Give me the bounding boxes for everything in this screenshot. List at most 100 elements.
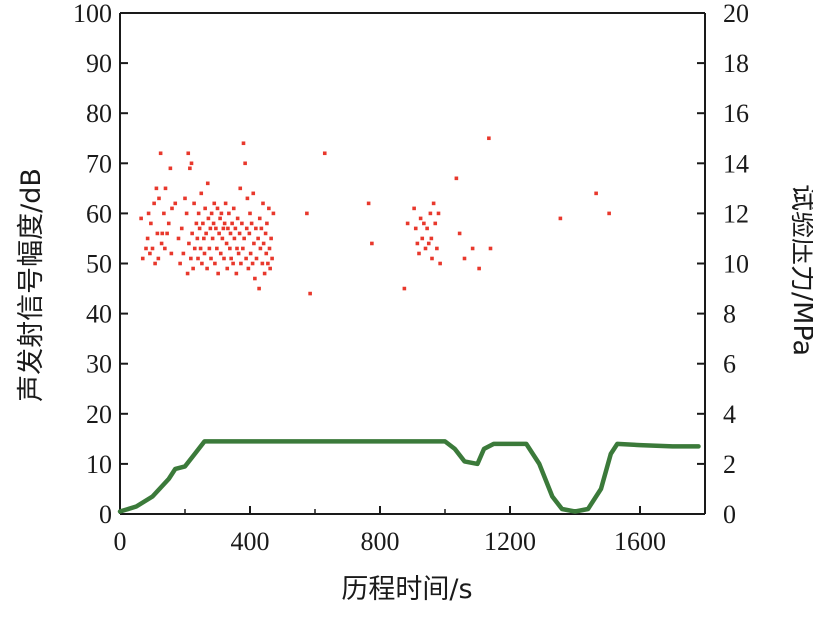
scatter-point bbox=[431, 201, 436, 206]
scatter-point bbox=[435, 246, 439, 251]
scatter-point bbox=[457, 231, 462, 236]
scatter-point bbox=[268, 266, 272, 271]
y-left-tick-label: 70 bbox=[86, 149, 112, 178]
scatter-point bbox=[264, 251, 269, 256]
scatter-point bbox=[155, 231, 160, 236]
y-right-tick-label: 12 bbox=[723, 199, 749, 228]
scatter-point bbox=[162, 211, 166, 216]
y-left-tick-label: 20 bbox=[86, 400, 112, 429]
scatter-point bbox=[165, 231, 169, 236]
scatter-point bbox=[423, 246, 428, 251]
scatter-point bbox=[271, 211, 276, 216]
scatter-point bbox=[231, 206, 236, 211]
scatter-point bbox=[150, 246, 155, 251]
scatter-point bbox=[160, 231, 165, 236]
y-left-tick-label: 60 bbox=[86, 199, 112, 228]
scatter-point bbox=[200, 261, 204, 266]
y-left-tick-label: 40 bbox=[86, 300, 112, 329]
y-left-tick-label: 10 bbox=[86, 450, 112, 479]
scatter-point bbox=[269, 236, 273, 241]
y-axis-right-title: 试验压力/MPa bbox=[787, 184, 813, 356]
scatter-point bbox=[263, 231, 268, 236]
scatter-point bbox=[149, 221, 153, 226]
x-tick-label: 800 bbox=[361, 527, 400, 556]
scatter-point bbox=[244, 256, 248, 261]
scatter-point bbox=[260, 261, 265, 266]
scatter-point bbox=[429, 236, 434, 241]
y-right-tick-label: 4 bbox=[723, 400, 736, 429]
scatter-point bbox=[144, 246, 148, 251]
scatter-point bbox=[205, 181, 210, 186]
y-left-tick-label: 80 bbox=[86, 99, 112, 128]
scatter-point bbox=[257, 216, 262, 221]
scatter-point bbox=[438, 261, 442, 266]
scatter-point bbox=[231, 261, 235, 266]
y-right-tick-label: 14 bbox=[723, 149, 749, 178]
x-axis: 0 400 800 1200 1600 bbox=[114, 506, 666, 556]
scatter-point bbox=[216, 271, 220, 276]
scatter-point bbox=[219, 211, 224, 216]
scatter-point bbox=[176, 236, 181, 241]
y-left-tick-label: 100 bbox=[73, 0, 112, 28]
scatter-point bbox=[235, 216, 240, 221]
y-left-tick-label: 30 bbox=[86, 350, 112, 379]
scatter-point bbox=[256, 236, 260, 241]
scatter-point bbox=[196, 256, 200, 261]
scatter-point bbox=[210, 236, 215, 241]
y-right-tick-label: 20 bbox=[723, 0, 749, 28]
scatter-point bbox=[199, 191, 204, 196]
scatter-point bbox=[308, 291, 312, 296]
scatter-point bbox=[266, 261, 270, 266]
scatter-point bbox=[415, 241, 420, 246]
scatter-point bbox=[202, 236, 206, 241]
scatter-point bbox=[224, 241, 229, 246]
scatter-point bbox=[425, 226, 429, 231]
scatter-point bbox=[157, 196, 161, 201]
scatter-point bbox=[221, 226, 226, 231]
scatter-point bbox=[477, 266, 481, 271]
scatter-point bbox=[226, 226, 230, 231]
scatter-point bbox=[237, 231, 242, 236]
scatter-point bbox=[248, 251, 253, 256]
scatter-point bbox=[169, 251, 174, 256]
scatter-point bbox=[156, 256, 161, 261]
scatter-point bbox=[205, 266, 209, 271]
scatter-point bbox=[140, 256, 145, 261]
scatter-point bbox=[192, 201, 196, 206]
scatter-point bbox=[194, 221, 199, 226]
scatter-point bbox=[243, 161, 247, 166]
scatter-point bbox=[152, 201, 156, 206]
y-right-tick-label: 10 bbox=[723, 250, 749, 279]
scatter-point bbox=[158, 151, 163, 156]
scatter-point bbox=[173, 201, 178, 206]
scatter-point bbox=[259, 226, 264, 231]
y-left-tick-label: 50 bbox=[86, 250, 112, 279]
scatter-point bbox=[178, 261, 182, 266]
scatter-point bbox=[168, 166, 173, 171]
scatter-point bbox=[228, 246, 232, 251]
scatter-point bbox=[159, 241, 164, 246]
scatter-point bbox=[223, 201, 228, 206]
scatter-point bbox=[208, 226, 213, 231]
scatter-point bbox=[201, 221, 205, 226]
scatter-point bbox=[470, 246, 475, 251]
scatter-point bbox=[232, 236, 237, 241]
scatter-point bbox=[215, 206, 220, 211]
scatter-point bbox=[267, 206, 271, 211]
scatter-point bbox=[206, 216, 211, 221]
scatter-point bbox=[238, 186, 243, 191]
scatter-point bbox=[261, 201, 265, 206]
scatter-point bbox=[179, 226, 184, 231]
scatter-point bbox=[191, 266, 195, 271]
plot-frame bbox=[119, 12, 706, 515]
scatter-point bbox=[251, 191, 256, 196]
scatter-point bbox=[228, 231, 233, 236]
scatter-point bbox=[235, 246, 239, 251]
scatter-point bbox=[227, 211, 231, 216]
scatter-point bbox=[217, 231, 221, 236]
scatter-point bbox=[430, 256, 434, 261]
pressure-line-series bbox=[117, 439, 701, 514]
x-tick-label: 400 bbox=[231, 527, 270, 556]
scatter-point bbox=[426, 241, 431, 246]
